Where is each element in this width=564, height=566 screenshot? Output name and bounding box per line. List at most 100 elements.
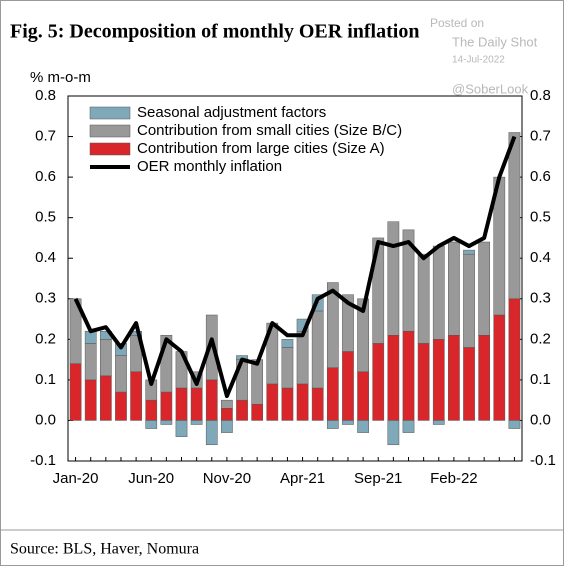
- y-axis-label: % m-o-m: [30, 69, 91, 86]
- y-tick-label: 0.2: [35, 330, 56, 347]
- bar-segment: [311, 310, 324, 389]
- bar-segment: [221, 399, 233, 409]
- bar-segment: [99, 375, 112, 421]
- bar-segment: [387, 335, 400, 421]
- bar-segment: [160, 420, 173, 425]
- bar-segment: [160, 335, 173, 393]
- y2-tick-label: 0.7: [530, 128, 551, 145]
- x-tick-label: Jan-20: [53, 470, 99, 487]
- bar-segment: [478, 335, 491, 421]
- bar-segment: [432, 339, 445, 421]
- bar-segment: [417, 253, 430, 344]
- plot-frame: [67, 95, 523, 462]
- y2-tick-label: 0.0: [530, 411, 551, 428]
- bar-segment: [478, 241, 491, 336]
- bar-segment: [372, 237, 385, 344]
- bar-segment: [296, 383, 309, 421]
- bar-segment: [463, 253, 475, 348]
- legend-label: Contribution from small cities (Size B/C…: [137, 122, 402, 139]
- bar-segment: [463, 249, 475, 255]
- chart-title: Fig. 5: Decomposition of monthly OER inf…: [10, 21, 419, 43]
- bar-segment: [463, 347, 475, 421]
- bar-segment: [402, 420, 415, 433]
- bar-segment: [357, 298, 369, 373]
- x-tick-label: Jun-20: [128, 470, 174, 487]
- bar-segment: [311, 387, 324, 421]
- bar-segment: [84, 343, 97, 381]
- bar-segment: [145, 399, 158, 421]
- bar-segment: [402, 229, 415, 332]
- y-tick-label: -0.1: [30, 452, 56, 469]
- y-tick-label: 0.4: [35, 249, 56, 266]
- bar-segment: [296, 330, 309, 385]
- y-tick-label: 0.8: [35, 87, 56, 104]
- y-tick-label: 0.3: [35, 290, 56, 307]
- watermark: 14-Jul-2022: [452, 55, 505, 66]
- bar-segment: [115, 391, 127, 421]
- watermark: @SoberLook: [452, 81, 529, 96]
- y-tick-label: 0.6: [35, 168, 56, 185]
- bar-segment: [69, 363, 82, 421]
- watermark: The Daily Shot: [452, 34, 538, 49]
- bar-segment: [130, 371, 142, 421]
- legend-swatch: [89, 106, 131, 120]
- line: [73, 135, 517, 399]
- y2-tick-label: 0.4: [530, 249, 551, 266]
- bar-segment: [251, 359, 264, 405]
- bar-segment: [342, 351, 354, 421]
- legend-swatch: [89, 142, 131, 156]
- bar-segment: [326, 367, 339, 421]
- bar-segment: [432, 420, 445, 425]
- bar-segment: [387, 221, 400, 336]
- bar-segment: [281, 347, 294, 389]
- bar-segment: [357, 420, 369, 433]
- y-tick-label: 0.5: [35, 209, 56, 226]
- bar-segment: [175, 387, 188, 421]
- bar-segment: [448, 241, 460, 336]
- y-tick-label: 0.7: [35, 128, 56, 145]
- y-tick-label: 0.0: [35, 411, 56, 428]
- bar-segment: [115, 343, 127, 356]
- bar-segment: [402, 330, 415, 421]
- bar-segment: [326, 420, 339, 429]
- y2-tick-label: 0.2: [530, 330, 551, 347]
- bar-segment: [326, 282, 339, 368]
- bar-segment: [175, 420, 188, 437]
- bar-segment: [357, 371, 369, 421]
- legend-label: OER monthly inflation: [137, 158, 282, 175]
- bar-segment: [281, 387, 294, 421]
- bar-segment: [493, 314, 506, 421]
- bar-segment: [236, 399, 248, 421]
- bar-segment: [342, 294, 354, 352]
- y-tick-label: 0.1: [35, 371, 56, 388]
- x-tick-label: Nov-20: [203, 470, 251, 487]
- bar-segment: [417, 343, 430, 421]
- bar-segment: [190, 387, 203, 421]
- bar-segment: [221, 420, 233, 433]
- y2-tick-label: 0.8: [530, 87, 551, 104]
- x-tick-label: Feb-22: [430, 470, 478, 487]
- bar-segment: [372, 343, 385, 421]
- bar-segment: [115, 355, 127, 393]
- y2-tick-label: 0.3: [530, 290, 551, 307]
- legend-label: Seasonal adjustment factors: [137, 104, 326, 121]
- bar-segment: [266, 383, 279, 421]
- bar-segment: [342, 420, 354, 425]
- y2-tick-label: -0.1: [530, 452, 556, 469]
- bar-segment: [160, 391, 173, 421]
- bar-segment: [251, 403, 264, 421]
- y2-tick-label: 0.6: [530, 168, 551, 185]
- y2-tick-label: 0.1: [530, 371, 551, 388]
- bar-segment: [145, 420, 158, 429]
- x-tick-label: Sep-21: [354, 470, 402, 487]
- legend-label: Contribution from large cities (Size A): [137, 140, 385, 157]
- bar-segment: [221, 408, 233, 421]
- bar-segment: [99, 339, 112, 377]
- bar-segment: [448, 335, 460, 421]
- bar-segment: [508, 132, 521, 300]
- watermark: Posted on: [430, 16, 484, 30]
- legend-swatch: [89, 124, 131, 138]
- bar-segment: [508, 298, 521, 421]
- y2-tick-label: 0.5: [530, 209, 551, 226]
